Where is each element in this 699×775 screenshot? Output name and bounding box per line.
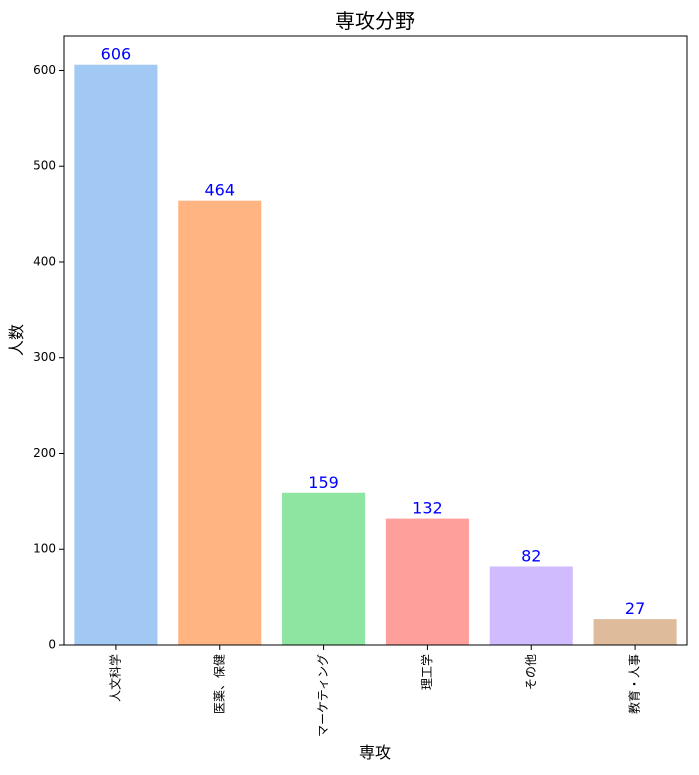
chart-title: 専攻分野 [335,9,415,33]
data-label: 82 [521,546,541,565]
data-label: 464 [204,181,235,200]
x-tick-label: 医薬、保健 [212,654,226,714]
bar [282,492,366,645]
data-label: 27 [625,599,645,618]
bar [593,619,677,645]
y-tick-label: 200 [33,446,56,460]
data-label: 132 [412,499,443,518]
y-axis-label: 人数 [7,324,26,356]
data-label: 159 [308,473,339,492]
y-tick-label: 300 [33,350,56,364]
y-tick-label: 400 [33,254,56,268]
x-tick-label: マーケティング [316,654,330,737]
bar [178,200,262,645]
bar [385,518,469,645]
axes-frame [63,35,688,646]
y-tick-label: 100 [33,542,56,556]
x-tick-label: 人文科学 [107,654,122,702]
y-tick-label: 600 [33,63,56,77]
data-label: 606 [101,45,132,64]
y-tick-label: 0 [48,638,56,652]
x-tick-label: その他 [524,654,538,690]
bar [74,64,158,645]
y-tick-label: 500 [33,159,56,173]
x-tick-label: 理工学 [419,654,434,690]
bar [489,566,573,645]
x-tick-label: 教育・人事 [627,654,642,714]
x-axis-label: 専攻 [359,743,391,762]
plot-area: 606 人文科学 464 医薬、保健 159 マーケティング 132 理工学 82 その他 27 教育… [33,35,688,737]
